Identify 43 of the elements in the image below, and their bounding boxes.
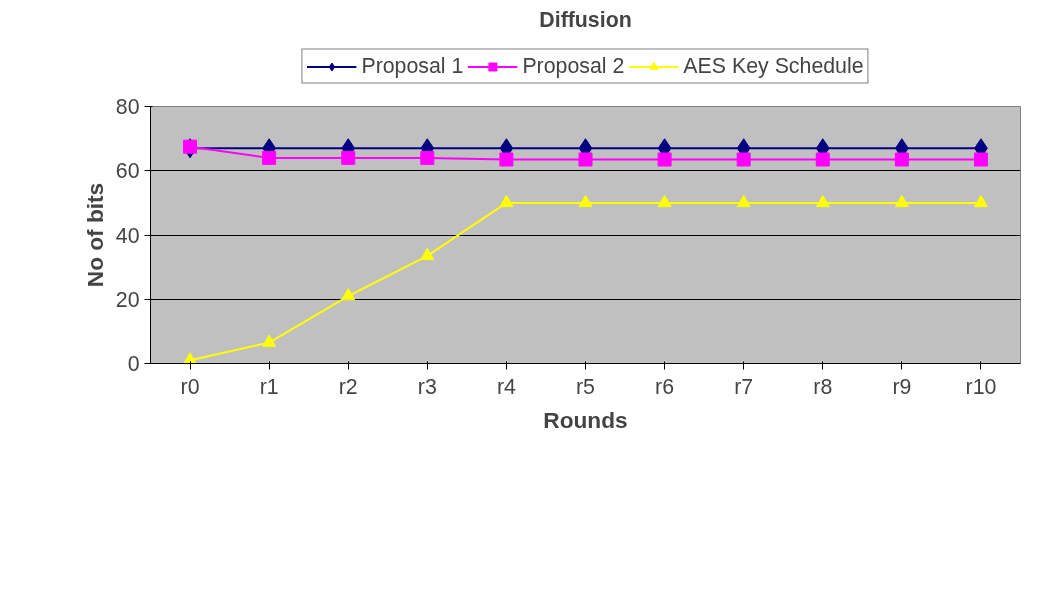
point <box>341 288 356 301</box>
y-tick-label: 0 <box>127 352 140 376</box>
point <box>736 194 751 208</box>
x-tick-label: r5 <box>576 374 595 399</box>
y-tick-label: 80 <box>115 95 140 119</box>
point <box>341 150 356 165</box>
point <box>657 152 672 167</box>
x-tick-label: r8 <box>813 374 833 399</box>
point <box>894 152 909 167</box>
point <box>815 152 830 167</box>
point <box>894 194 909 208</box>
x-tick-label: r0 <box>180 374 200 399</box>
x-tick-label: r7 <box>734 374 754 399</box>
x-tick-label: r3 <box>417 374 437 399</box>
x-axis-title: Rounds <box>543 406 628 433</box>
point <box>262 334 277 347</box>
point <box>736 152 751 167</box>
x-tick-label: r9 <box>892 374 912 399</box>
point <box>578 194 593 208</box>
y-tick-label: 40 <box>115 223 140 248</box>
point <box>815 194 830 208</box>
chart-title: Diffusion <box>539 7 632 32</box>
point <box>420 150 435 165</box>
point <box>499 194 514 208</box>
y-tick-label: 20 <box>115 287 140 312</box>
legend-label: Proposal 1 <box>361 53 464 79</box>
x-tick-label: r10 <box>965 374 997 399</box>
x-tick-label: r4 <box>496 374 517 399</box>
x-tick-label: r2 <box>338 374 358 399</box>
y-tick-label: 60 <box>115 159 140 184</box>
x-tick-label: r6 <box>655 374 675 399</box>
point <box>973 194 988 208</box>
point <box>183 139 198 154</box>
legend-label: Proposal 2 <box>522 53 625 79</box>
point <box>420 247 435 261</box>
point <box>578 152 593 167</box>
point <box>499 152 514 167</box>
point <box>973 152 988 167</box>
x-tick-label: r1 <box>259 374 279 399</box>
point <box>262 150 277 165</box>
point <box>657 194 672 208</box>
legend-label: AES Key Schedule <box>683 53 864 79</box>
y-axis-title: No of bits <box>81 182 108 288</box>
